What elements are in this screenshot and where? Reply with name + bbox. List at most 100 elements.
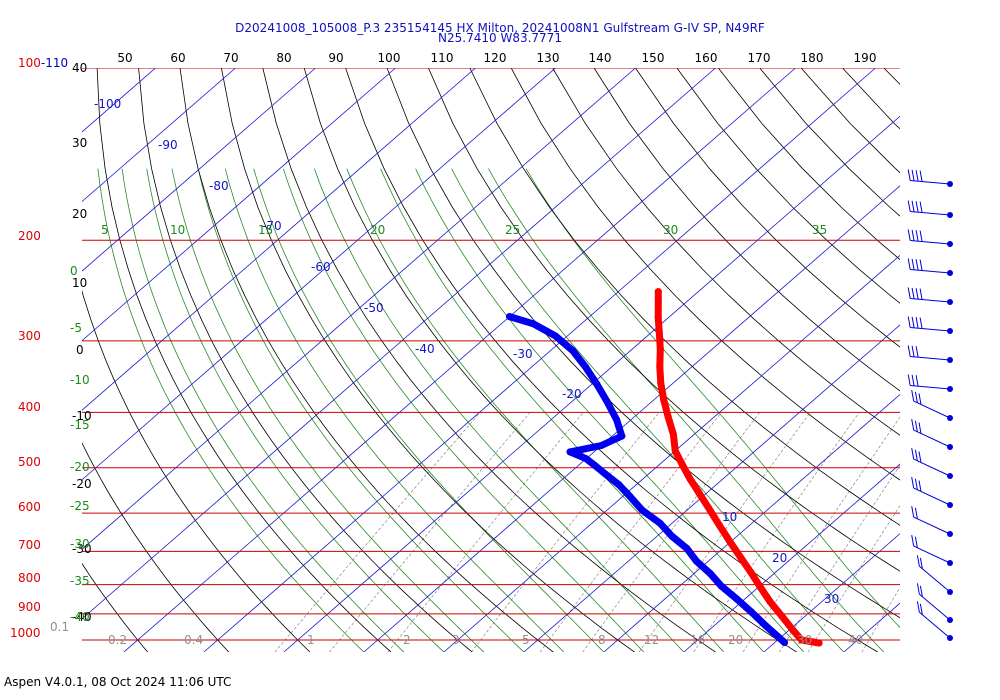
mixing-ratio-label: 20 (728, 633, 743, 647)
theta-e-label: 10 (170, 223, 185, 237)
dry-adiabat-line (82, 442, 230, 652)
wind-barb-staff (910, 356, 951, 361)
chart-title-line1: D20241008_105008_P.3 235154145 HX Milton… (235, 21, 765, 35)
moist-adiabat-line (121, 168, 405, 652)
wind-barb-flag (911, 169, 915, 181)
dry-adiabat-line (428, 68, 900, 572)
isotherm-line (924, 68, 1000, 652)
wind-barb-flag (907, 229, 911, 241)
wind-barb-flag (916, 583, 920, 595)
pressure-label: 200 (18, 229, 41, 243)
isotherm-line (443, 254, 900, 652)
sounding-traces (506, 288, 823, 647)
wind-barb-flag (915, 317, 919, 329)
dry-adiabat-line (262, 68, 716, 652)
series-point-dewpoint (593, 380, 601, 388)
moist-adiabat-line (97, 168, 365, 652)
isotherm-line (523, 324, 900, 652)
wind-barb-staff (910, 211, 951, 216)
pressure-label: 300 (18, 329, 41, 343)
wind-barb-flag (907, 316, 911, 328)
dry-adiabat-line (96, 68, 392, 652)
series-point-temperature (747, 568, 754, 576)
wind-barb-flag (916, 555, 920, 567)
wind-barb-flag (915, 346, 919, 358)
series-point-dewpoint (601, 470, 609, 478)
isotherm-line (82, 68, 716, 620)
theta-e-label: 35 (812, 223, 827, 237)
series-point-dewpoint (603, 398, 611, 406)
wind-barb-flag (918, 422, 922, 434)
wind-barb-staff (919, 611, 951, 639)
isotherm-label: -50 (364, 301, 384, 315)
series-point-dewpoint (733, 595, 741, 603)
height-label: 0 (76, 343, 84, 357)
mixing-ratio-label: 5 (522, 633, 530, 647)
series-point-dewpoint (717, 582, 725, 590)
isotherm-label: -70 (262, 219, 282, 233)
isotherm-line (82, 68, 236, 203)
height-label: -10 (72, 409, 92, 423)
isotherm-label: -100 (94, 97, 121, 111)
height-label: 20 (72, 207, 87, 221)
wind-barb-flag (915, 201, 919, 213)
mixing-ratio-label: 1 (307, 633, 315, 647)
theta-e-label: 30 (663, 223, 678, 237)
series-point-temperature (815, 639, 823, 647)
adiabat-label: -25 (70, 499, 90, 513)
adiabat-label: -30 (70, 537, 90, 551)
isotherm-label: -40 (415, 342, 435, 356)
mixing-ratio-label: 8 (598, 633, 606, 647)
dry-adiabat-line (967, 68, 1000, 652)
series-point-dewpoint (618, 432, 626, 440)
dry-adiabat-line (221, 68, 635, 652)
top-scale-label: 80 (276, 51, 291, 65)
top-scale-label: 160 (695, 51, 718, 65)
isotherm-line (82, 68, 476, 411)
top-scale-label: 70 (223, 51, 238, 65)
wind-barb-flag (914, 391, 918, 403)
series-point-dewpoint (762, 622, 770, 630)
mixing-ratio-line (329, 412, 531, 652)
series-point-temperature (766, 598, 774, 606)
wind-barb-staff (919, 593, 951, 621)
chart-title-line2: N25.7410 W83.7771 (438, 31, 562, 45)
top-scale-label: 170 (748, 51, 771, 65)
moist-adiabats (97, 168, 900, 652)
wind-barb-flag (911, 316, 915, 328)
mixing-ratio-lines (274, 412, 900, 652)
mixing-ratio-label: 30 (797, 633, 812, 647)
series-point-dewpoint (551, 332, 559, 340)
dry-adiabat-line (510, 68, 900, 481)
wind-barb-flag (919, 230, 923, 242)
wind-barb-staff (910, 385, 951, 390)
adiabat-label: -35 (70, 574, 90, 588)
wind-barb-flag (919, 201, 923, 213)
series-point-temperature (778, 613, 786, 621)
series-point-dewpoint (581, 363, 589, 371)
series-point-temperature (656, 363, 664, 371)
dry-adiabat-line (138, 68, 473, 652)
isotherm-line (0, 68, 76, 652)
mixing-ratio-label: 0.2 (108, 633, 127, 647)
series-point-dewpoint (597, 442, 605, 449)
wind-barb-flag (907, 287, 911, 299)
isotherm-line (283, 115, 900, 652)
wind-barb-flag (914, 420, 918, 432)
wind-barb-flag (918, 451, 922, 463)
isotherm-label: 30 (824, 592, 839, 606)
pressure-label: 600 (18, 500, 41, 514)
mixing-ratio-label: 3 (452, 633, 460, 647)
series-point-dewpoint (638, 506, 646, 514)
series-point-dewpoint (569, 347, 577, 355)
isotherm-line (82, 68, 316, 272)
wind-barb-flag (907, 200, 911, 212)
top-scale-label: 50 (117, 51, 132, 65)
series-point-temperature (656, 345, 664, 353)
wind-barb-flag (911, 419, 915, 431)
isotherm-line (82, 68, 396, 342)
dry-adiabat-line (635, 68, 900, 348)
top-scale-label: 140 (589, 51, 612, 65)
dry-adiabat-line (593, 68, 900, 392)
wind-barb-flag (914, 449, 918, 461)
